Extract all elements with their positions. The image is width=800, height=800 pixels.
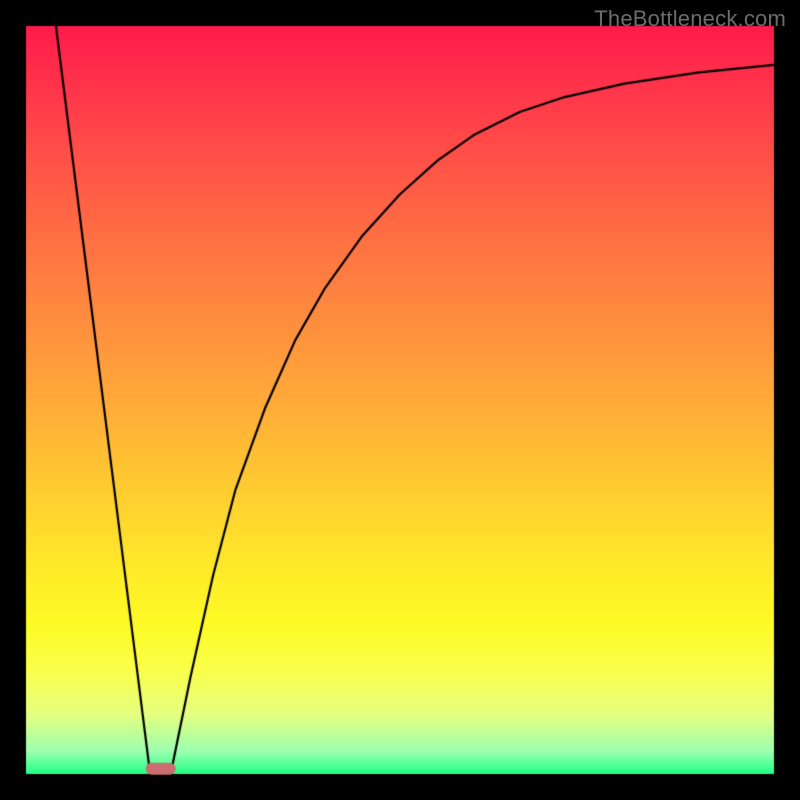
bottleneck-chart (0, 0, 800, 800)
chart-container: TheBottleneck.com (0, 0, 800, 800)
watermark-text: TheBottleneck.com (594, 6, 786, 32)
